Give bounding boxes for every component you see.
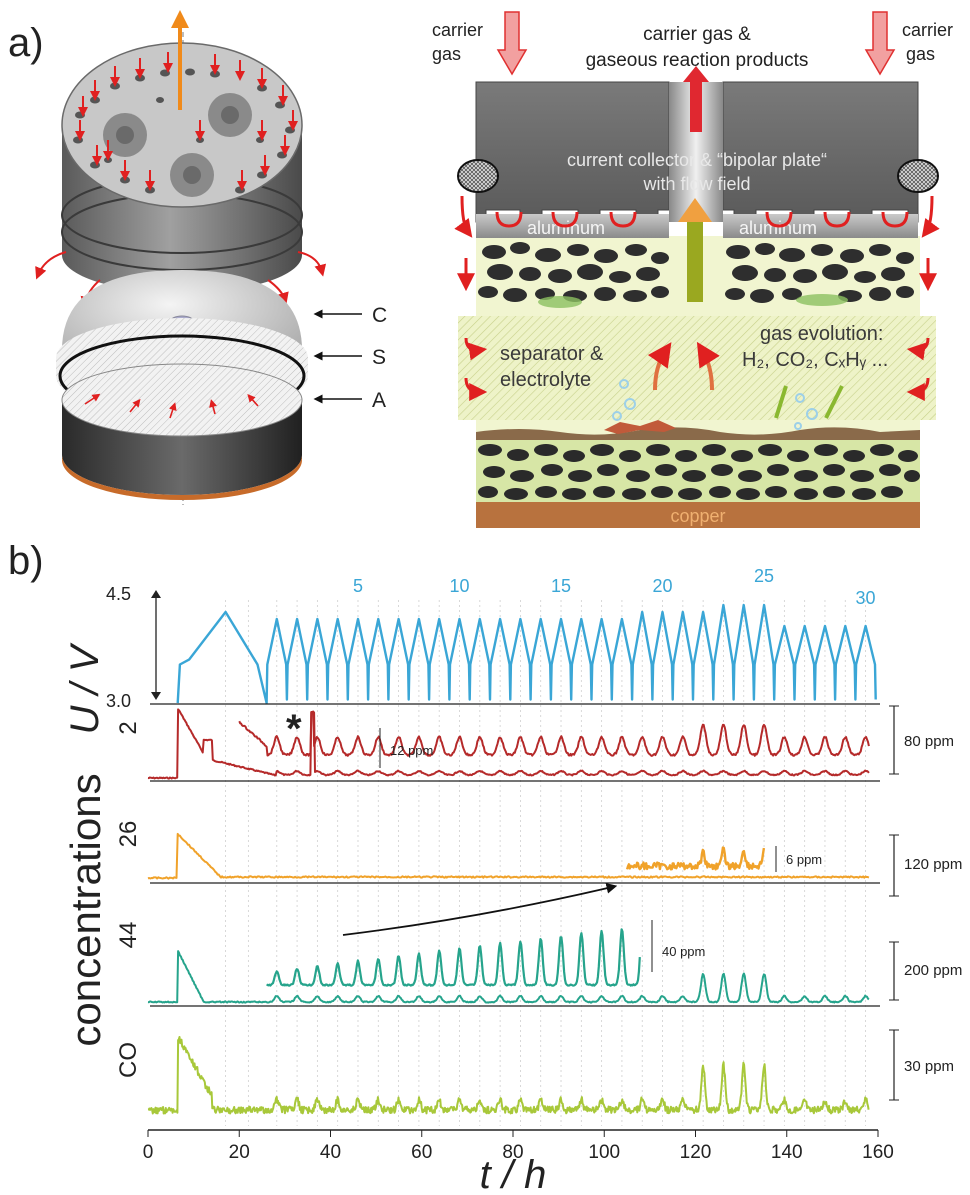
aluminum-label-right: aluminum <box>739 218 817 238</box>
mass-2-inset-scale: 12 ppm <box>390 743 433 758</box>
gas-bubbles <box>612 379 818 430</box>
flow-field-loops <box>495 211 909 228</box>
aluminum-right <box>723 214 918 238</box>
copper-label: copper <box>670 506 725 526</box>
mass-26-scale: 120 ppm <box>904 856 962 873</box>
gas-evolution-text: gas evolution: <box>760 323 883 345</box>
side-flow-arrows <box>454 195 940 401</box>
x-axis-label: t / h <box>480 1153 547 1195</box>
layer-pointers <box>313 309 362 404</box>
panel-a-label: a) <box>8 21 44 65</box>
label-anode: A <box>372 389 386 412</box>
mass-26-inset-scale: 6 ppm <box>786 852 822 867</box>
x-tick-label: 100 <box>588 1142 620 1163</box>
carrier-inlet-arrows <box>496 11 896 76</box>
exploded-cell-drawing: C S A <box>35 10 387 505</box>
anode-face <box>61 363 303 437</box>
x-axis-ticks: 0 20 40 60 80 100 120 140 160 <box>143 1130 894 1163</box>
cycle-number-label: 10 <box>449 576 469 596</box>
anode-arrows <box>84 393 259 419</box>
top-center-2: gaseous reaction products <box>586 50 809 71</box>
x-tick-label: 40 <box>320 1142 341 1163</box>
trace-26-label: 26 <box>115 821 142 848</box>
sei-layer <box>476 427 920 442</box>
mass-2-inset-trace <box>238 711 870 757</box>
separator-text-2: electrolyte <box>500 369 591 391</box>
x-tick-label: 160 <box>862 1142 894 1163</box>
anode-particles <box>478 444 920 500</box>
cycle-number-label: 30 <box>856 588 876 608</box>
co-trace <box>147 1036 870 1115</box>
panel-b-label: b) <box>8 539 44 583</box>
gas-evolution-arrows <box>647 341 844 419</box>
x-tick-label: 140 <box>771 1142 803 1163</box>
mass-44-trend-arrow <box>342 882 618 936</box>
separator-text-1: separator & <box>500 343 604 365</box>
cycle-number-labels: 5 10 15 20 25 30 <box>353 566 876 608</box>
label-cathode: C <box>372 304 387 327</box>
cathode-particles-left <box>478 242 669 302</box>
mass-2-artifact-marker: * <box>286 707 302 751</box>
trace-2-label: 2 <box>115 721 142 734</box>
top-center-1: carrier gas & <box>643 24 751 45</box>
aluminum-label-left: aluminum <box>527 218 605 238</box>
mass-2-scale: 80 ppm <box>904 733 954 750</box>
outlet-arrow-head <box>171 10 189 28</box>
central-red-arrow <box>683 66 709 132</box>
x-tick-label: 20 <box>229 1142 250 1163</box>
label-separator: S <box>372 346 386 369</box>
concentrations-label: concentrations <box>62 773 109 1046</box>
trace-co-label: CO <box>115 1042 142 1078</box>
plate-text-1: current collector & “bipolar plate“ <box>567 150 827 170</box>
inlet-arrows <box>75 52 298 191</box>
cycle-number-label: 5 <box>353 576 363 596</box>
cathode-particles-right <box>725 243 914 303</box>
cycle-guide-lines <box>225 600 866 1126</box>
trace-44-label: 44 <box>115 922 142 949</box>
panel-a: a) <box>8 10 953 528</box>
gas-up-arrow-head <box>678 198 712 222</box>
mass-26-inset-trace <box>625 846 766 871</box>
x-tick-label: 80 <box>502 1142 523 1163</box>
gas-species-text: H₂, CO₂, CₓHᵧ ... <box>742 349 888 371</box>
u-axis-label: U / V <box>63 642 107 734</box>
x-tick-label: 0 <box>143 1142 154 1163</box>
cross-section-schematic: carrier gas carrier gas carrier gas & ga… <box>432 11 953 528</box>
mass-44-trace <box>147 950 870 1004</box>
cei-spot-right <box>796 294 848 306</box>
voltage-trace <box>176 603 877 705</box>
copper-layer <box>476 502 920 528</box>
o-ring-right <box>897 159 939 193</box>
carrier-gas-left-1: carrier <box>432 20 483 40</box>
carrier-gas-left-2: gas <box>432 44 461 64</box>
cei-spot-left <box>538 296 582 308</box>
gas-up-arrow-shaft <box>687 220 703 302</box>
co-scale: 30 ppm <box>904 1058 954 1075</box>
carrier-gas-right-2: gas <box>906 44 935 64</box>
x-tick-label: 60 <box>411 1142 432 1163</box>
mass-2-trace <box>147 708 870 780</box>
cycle-number-label: 20 <box>653 576 673 596</box>
u-range-bar-bottom <box>151 692 161 700</box>
mass-44-inset-scale: 40 ppm <box>662 944 705 959</box>
plate-text-2: with flow field <box>642 174 750 194</box>
cycle-number-label: 15 <box>551 576 571 596</box>
x-tick-label: 120 <box>680 1142 712 1163</box>
u-tick-bottom: 3.0 <box>106 691 131 711</box>
sei-flake <box>604 420 676 434</box>
o-ring-left <box>457 159 499 193</box>
u-range-bar-top <box>151 590 161 598</box>
u-tick-top: 4.5 <box>106 584 131 604</box>
cycle-number-label: 25 <box>754 566 774 586</box>
mass-44-inset-trace <box>266 928 641 987</box>
mass-26-trace <box>147 832 870 880</box>
carrier-gas-right-1: carrier <box>902 20 953 40</box>
mass-44-scale: 200 ppm <box>904 962 962 979</box>
